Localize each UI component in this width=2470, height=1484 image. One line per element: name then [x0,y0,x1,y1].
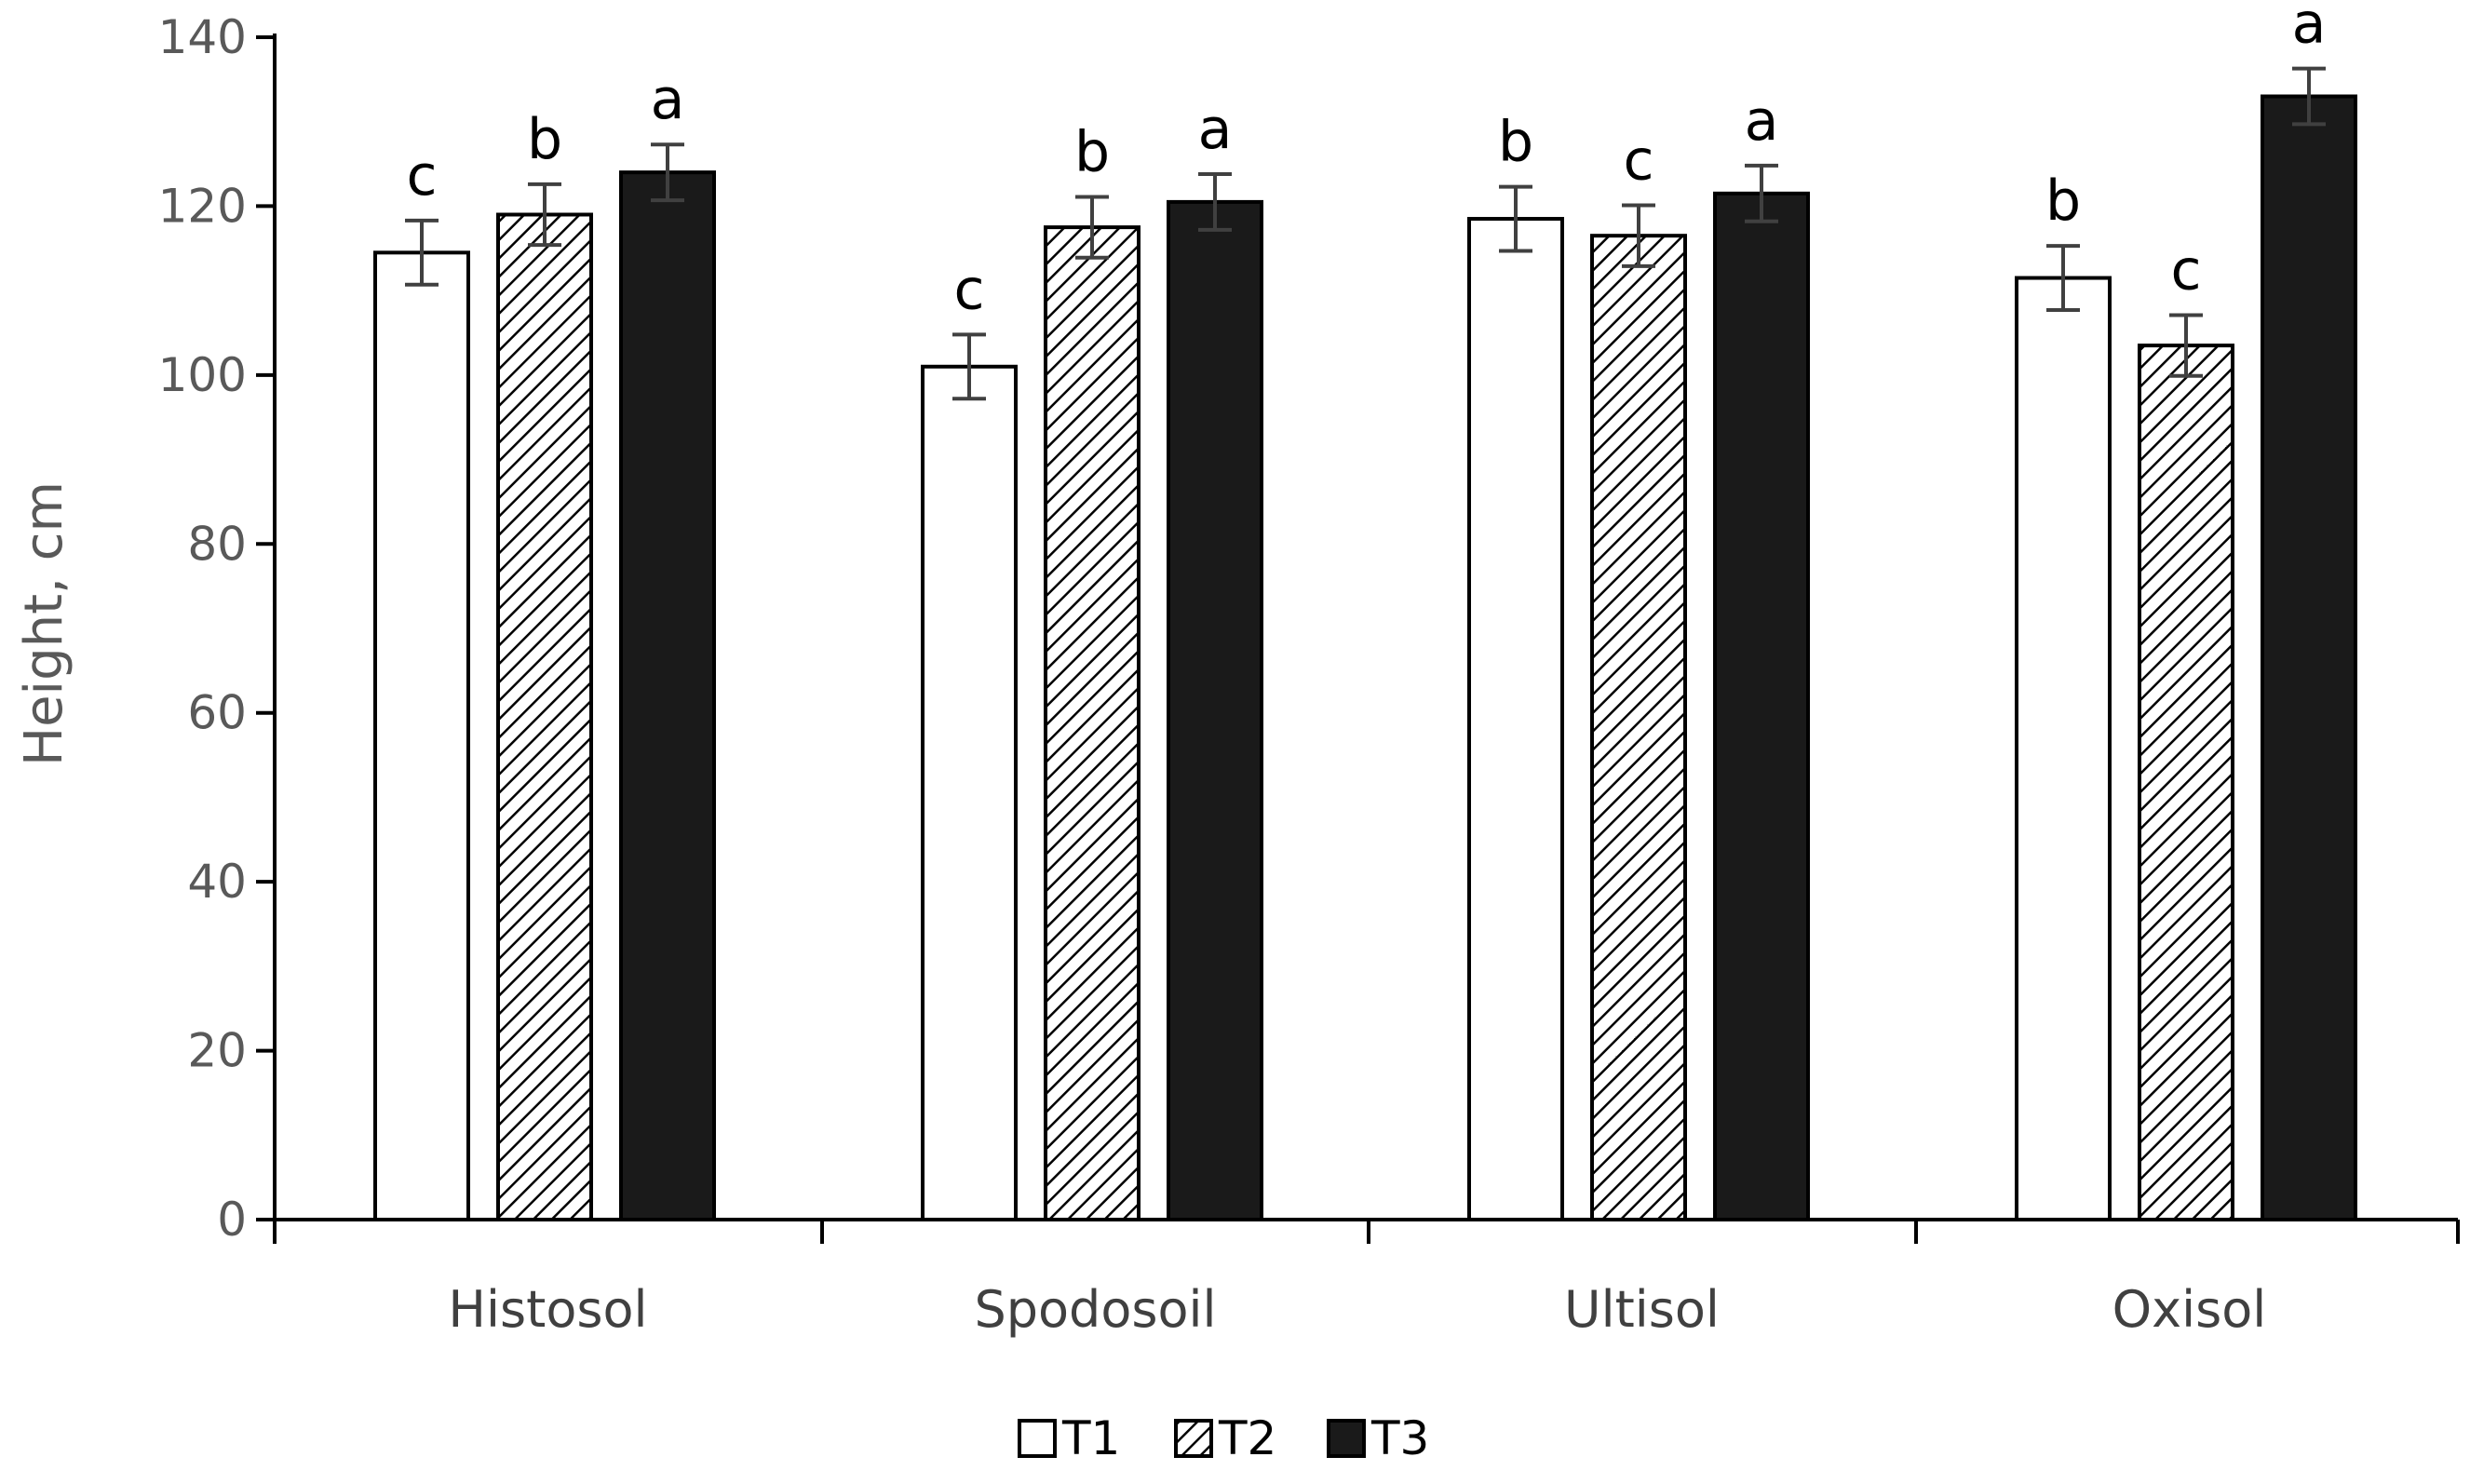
legend-item-t3: T3 [1327,1411,1429,1465]
bar-t3 [1167,199,1263,1222]
error-bar [1745,163,1778,223]
legend-label: T2 [1218,1411,1276,1465]
significance-label: b [2045,169,2081,234]
x-category-label: Histosol [448,1280,647,1339]
significance-label: a [651,67,685,132]
x-category-label: Spodosoil [974,1280,1216,1339]
bar-t1 [921,364,1018,1221]
y-tick-label: 80 [187,517,247,571]
significance-label: c [2171,237,2202,303]
y-tick-label: 0 [217,1193,247,1247]
bar-t1 [1467,217,1564,1221]
y-tick-label: 20 [187,1024,247,1078]
error-bar [952,332,986,401]
y-axis-title-group: Height, cm [14,481,74,766]
significance-label: c [407,143,438,209]
bar-t1 [2015,276,2112,1221]
y-axis-title: Height, cm [14,481,74,766]
x-category-label: Oxisol [2112,1280,2267,1339]
legend: T1 T2 T3 [1018,1411,1429,1465]
bar-t3 [2261,94,2357,1221]
bar-t1 [373,250,470,1222]
x-category-label: Ultisol [1564,1280,1720,1339]
axes: 0 20 40 60 80 100 120 140 Histosol Spodosoil Ultis… [158,10,2460,1339]
error-bar [1198,171,1232,232]
legend-swatch [1327,1419,1366,1458]
significance-label: b [527,107,562,172]
error-bar [1075,195,1109,260]
significance-label: a [1198,97,1233,162]
legend-label: T1 [1061,1411,1120,1465]
bar-t2 [1590,234,1687,1221]
error-bar [528,182,561,248]
legend-swatch [1174,1419,1213,1458]
error-bar [2292,66,2326,127]
legend-swatch [1018,1419,1057,1458]
legend-item-t1: T1 [1018,1411,1120,1465]
bar-t2 [496,212,593,1221]
error-bar [1499,184,1532,253]
y-tick-label: 140 [158,10,247,64]
significance-label: c [1624,128,1654,194]
y-tick-label: 60 [187,686,247,740]
bar-t2 [2138,344,2234,1222]
legend-item-t2: T2 [1174,1411,1276,1465]
error-bar [2046,244,2080,313]
significance-label: b [1074,119,1110,184]
error-bar [1622,203,1655,268]
significance-label: a [2292,0,2327,57]
significance-label: b [1498,110,1533,175]
error-bar [405,218,439,287]
significance-label: c [954,257,985,322]
bars: c b a c b a b c a b c a [373,0,2357,1222]
y-tick-label: 100 [158,348,247,402]
y-tick-label: 120 [158,179,247,233]
error-bar [2169,313,2203,378]
bar-t3 [619,170,716,1222]
error-bar [651,142,684,203]
significance-label: a [1745,88,1779,154]
y-tick-label: 40 [187,855,247,909]
bar-t3 [1713,191,1810,1222]
legend-label: T3 [1370,1411,1429,1465]
bar-t2 [1044,225,1141,1221]
